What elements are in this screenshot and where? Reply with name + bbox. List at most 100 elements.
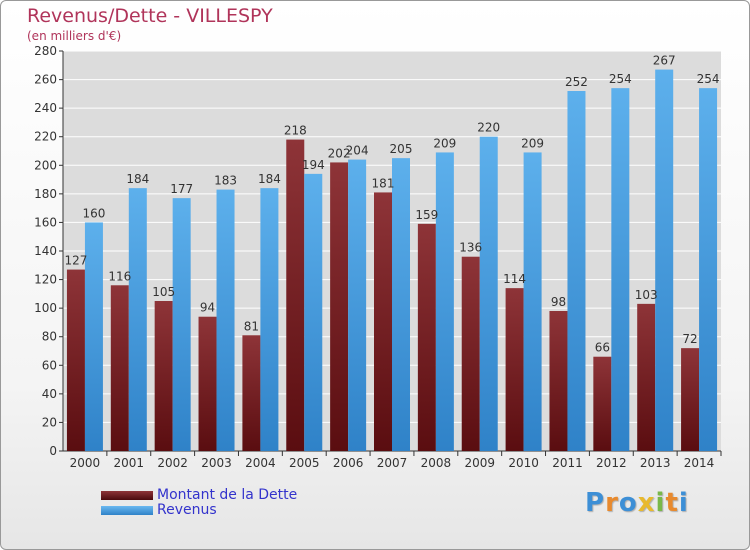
legend-label-dette: Montant de la Dette bbox=[157, 487, 298, 503]
data-label: 202 bbox=[328, 146, 351, 160]
bar-dette bbox=[242, 335, 261, 451]
bar-dette bbox=[154, 301, 173, 451]
bar-dette bbox=[549, 311, 568, 451]
x-tick-label: 2002 bbox=[157, 456, 188, 470]
logo-letter: i bbox=[655, 488, 666, 518]
y-tick-label: 200 bbox=[34, 158, 57, 172]
bar-revenus bbox=[216, 189, 235, 452]
data-label: 94 bbox=[200, 301, 215, 315]
logo-letter: o bbox=[618, 488, 638, 518]
data-label: 254 bbox=[609, 72, 632, 86]
x-tick-label: 2006 bbox=[333, 456, 364, 470]
bar-dette bbox=[66, 269, 85, 451]
data-label: 204 bbox=[346, 144, 369, 158]
data-label: 254 bbox=[697, 72, 720, 86]
y-tick-label: 140 bbox=[34, 244, 57, 258]
bar-dette bbox=[461, 256, 480, 451]
legend-swatch-dette bbox=[101, 491, 153, 500]
data-label: 103 bbox=[635, 288, 658, 302]
data-label: 209 bbox=[433, 136, 456, 150]
bar-revenus bbox=[84, 222, 103, 451]
data-label: 184 bbox=[126, 172, 149, 186]
data-label: 136 bbox=[459, 241, 482, 255]
data-label: 114 bbox=[503, 272, 526, 286]
x-tick-label: 2008 bbox=[421, 456, 452, 470]
data-label: 194 bbox=[302, 158, 325, 172]
bar-dette bbox=[330, 162, 349, 451]
x-tick-label: 2005 bbox=[289, 456, 320, 470]
bar-revenus bbox=[128, 188, 147, 451]
x-tick-label: 2010 bbox=[508, 456, 539, 470]
y-tick-label: 100 bbox=[34, 301, 57, 315]
y-tick-label: 160 bbox=[34, 215, 57, 229]
y-tick-label: 0 bbox=[49, 444, 57, 458]
bar-dette bbox=[374, 192, 392, 451]
bar-revenus bbox=[392, 158, 410, 451]
bar-dette bbox=[681, 348, 700, 451]
chart-subtitle: (en milliers d'€) bbox=[27, 29, 122, 43]
y-tick-label: 80 bbox=[42, 330, 57, 344]
data-label: 66 bbox=[595, 341, 610, 355]
legend-swatch-revenus bbox=[101, 506, 153, 515]
y-tick-label: 280 bbox=[34, 44, 57, 58]
bar-revenus bbox=[479, 136, 498, 451]
data-label: 220 bbox=[477, 121, 500, 135]
data-label: 98 bbox=[551, 295, 566, 309]
logo-letter: x bbox=[637, 488, 656, 518]
chart-title: Revenus/Dette - VILLESPY bbox=[27, 5, 273, 27]
x-tick-label: 2011 bbox=[552, 456, 583, 470]
data-label: 160 bbox=[82, 206, 105, 220]
y-tick-label: 20 bbox=[42, 415, 57, 429]
logo-letter: i bbox=[678, 488, 689, 518]
y-tick-label: 40 bbox=[42, 387, 57, 401]
data-label: 159 bbox=[415, 208, 438, 222]
bar-dette bbox=[286, 139, 305, 452]
data-label: 252 bbox=[565, 75, 588, 89]
x-tick-label: 2014 bbox=[684, 456, 715, 470]
logo-letter: r bbox=[605, 488, 619, 518]
bar-revenus bbox=[567, 91, 586, 451]
data-label: 72 bbox=[682, 332, 697, 346]
bar-dette bbox=[110, 285, 129, 451]
bar-dette bbox=[505, 288, 524, 451]
data-label: 81 bbox=[244, 319, 259, 333]
bar-revenus bbox=[435, 152, 454, 451]
y-tick-label: 260 bbox=[34, 73, 57, 87]
logo-letter: P bbox=[585, 488, 606, 518]
x-tick-label: 2012 bbox=[596, 456, 627, 470]
data-label: 177 bbox=[170, 182, 193, 196]
data-label: 184 bbox=[258, 172, 281, 186]
bars bbox=[66, 69, 718, 452]
bar-dette bbox=[198, 316, 217, 451]
bar-revenus bbox=[655, 69, 674, 452]
data-label: 181 bbox=[372, 176, 395, 190]
data-label: 127 bbox=[64, 254, 87, 268]
y-tick-label: 120 bbox=[34, 273, 57, 287]
x-tick-label: 2000 bbox=[70, 456, 101, 470]
y-tick-label: 180 bbox=[34, 187, 57, 201]
bar-revenus bbox=[304, 173, 323, 451]
x-tick-label: 2004 bbox=[245, 456, 276, 470]
data-label: 105 bbox=[152, 285, 175, 299]
data-label: 209 bbox=[521, 136, 544, 150]
bar-dette bbox=[417, 223, 436, 451]
x-tick-label: 2003 bbox=[201, 456, 232, 470]
proxiti-logo: Proxiti bbox=[585, 488, 689, 518]
bar-dette bbox=[593, 356, 612, 451]
y-tick-label: 240 bbox=[34, 101, 57, 115]
x-tick-label: 2009 bbox=[464, 456, 495, 470]
bar-revenus bbox=[260, 188, 279, 451]
x-tick-label: 2013 bbox=[640, 456, 671, 470]
data-label: 183 bbox=[214, 174, 237, 188]
bar-dette bbox=[637, 303, 656, 451]
bar-revenus bbox=[611, 88, 630, 452]
y-tick-label: 60 bbox=[42, 358, 57, 372]
bar-revenus bbox=[699, 88, 718, 452]
bar-revenus bbox=[348, 159, 367, 452]
logo-letter: t bbox=[665, 488, 679, 518]
x-tick-label: 2001 bbox=[114, 456, 145, 470]
legend-label-revenus: Revenus bbox=[157, 502, 217, 518]
y-tick-label: 220 bbox=[34, 130, 57, 144]
